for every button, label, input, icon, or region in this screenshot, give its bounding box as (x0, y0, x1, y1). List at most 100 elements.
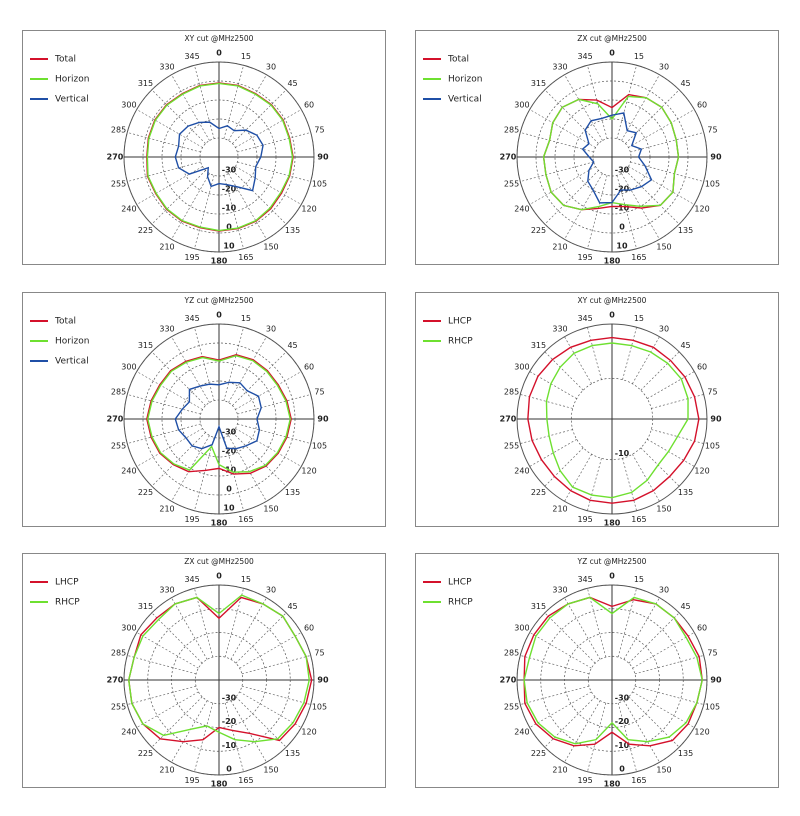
ring (592, 137, 632, 177)
spoke (621, 74, 660, 141)
angle-label: 255 (111, 702, 126, 711)
angle-label: 30 (266, 62, 276, 71)
angle-label: 210 (159, 505, 174, 514)
angle-label: 195 (184, 253, 199, 262)
r-tick-label: -10 (615, 204, 630, 213)
angle-label: 165 (238, 253, 253, 262)
angle-label: 345 (577, 575, 592, 584)
ring (516, 584, 708, 776)
ring (540, 608, 684, 752)
angle-label: 225 (138, 226, 153, 235)
angle-label: 60 (697, 101, 707, 110)
angle-label: 165 (238, 515, 253, 524)
angle-label: 165 (631, 776, 646, 785)
r-tick-label: -10 (615, 449, 630, 458)
angle-label: 60 (697, 363, 707, 372)
angle-label: 285 (504, 126, 519, 135)
angle-label: 90 (710, 676, 722, 685)
r-tick-label: -10 (222, 204, 237, 213)
angle-label: 150 (656, 505, 671, 514)
r-tick-label: 10 (223, 242, 235, 251)
spoke (223, 327, 244, 401)
angle-label: 225 (531, 749, 546, 758)
legend-text: Vertical (55, 95, 89, 105)
spoke (151, 170, 206, 225)
angle-label: 195 (577, 515, 592, 524)
r-tick-label: 10 (616, 242, 628, 251)
spoke (630, 161, 704, 182)
spoke (640, 447, 680, 487)
angle-label: 255 (504, 441, 519, 450)
panel-frame (415, 30, 779, 265)
angle-label: 45 (287, 341, 297, 350)
spoke (237, 161, 311, 182)
angle-label: 315 (531, 602, 546, 611)
spoke (630, 132, 704, 153)
angle-label: 195 (577, 253, 592, 262)
chart-title: YZ cut @MHz2500 (184, 296, 254, 305)
angle-label: 315 (138, 341, 153, 350)
angle-label: 135 (678, 488, 693, 497)
series-line (147, 354, 291, 473)
angle-label: 0 (609, 311, 615, 320)
angle-label: 45 (680, 79, 690, 88)
angle-label: 240 (514, 205, 529, 214)
angle-label: 195 (577, 776, 592, 785)
spoke (520, 161, 594, 182)
angle-label: 225 (138, 488, 153, 497)
angle-label: 210 (159, 766, 174, 775)
chart-panel: XY cut @MHz2500 0 15 30 45 60 75 90 105 120 135 150… (22, 30, 386, 266)
spoke (640, 351, 680, 391)
angle-label: 15 (634, 314, 644, 323)
angle-label: 180 (604, 519, 621, 528)
angle-label: 15 (634, 575, 644, 584)
angle-label: 45 (287, 602, 297, 611)
angle-label: 345 (577, 314, 592, 323)
r-tick-label: -30 (615, 693, 630, 702)
spoke (228, 74, 267, 141)
angle-label: 150 (263, 243, 278, 252)
angle-label: 150 (656, 243, 671, 252)
angle-label: 180 (604, 257, 621, 266)
angle-label: 105 (705, 179, 720, 188)
spoke (223, 175, 244, 249)
angle-label: 255 (504, 179, 519, 188)
angle-label: 210 (552, 766, 567, 775)
angle-label: 180 (211, 257, 228, 266)
spoke (544, 170, 599, 225)
spoke (616, 175, 637, 249)
panel-frame (22, 30, 386, 265)
chart-title: XY cut @MHz2500 (578, 296, 647, 305)
angle-label: 15 (241, 52, 251, 61)
spoke (171, 173, 210, 240)
angle-label: 60 (304, 101, 314, 110)
legend-text: Total (54, 55, 76, 65)
angle-label: 300 (514, 101, 529, 110)
spoke (235, 371, 302, 410)
angle-label: 240 (514, 467, 529, 476)
angle-label: 180 (211, 780, 228, 789)
legend-text: RHCP (448, 598, 473, 608)
ring (123, 584, 315, 776)
angle-label: 240 (121, 728, 136, 737)
angle-label: 240 (514, 728, 529, 737)
angle-label: 300 (121, 363, 136, 372)
spoke (587, 458, 602, 511)
angle-label: 60 (304, 624, 314, 633)
spoke (616, 65, 637, 139)
spoke (647, 371, 695, 399)
angle-label: 120 (694, 728, 709, 737)
angle-label: 345 (577, 52, 592, 61)
spoke (544, 89, 599, 144)
angle-label: 30 (659, 585, 669, 594)
spoke (127, 423, 201, 444)
r-tick-label: 0 (619, 223, 625, 232)
r-tick-label: -30 (615, 166, 630, 175)
chart-title: XY cut @MHz2500 (185, 34, 254, 43)
angle-label: 30 (266, 324, 276, 333)
panel-frame (415, 553, 779, 788)
r-tick-label: 10 (223, 504, 235, 513)
angle-label: 345 (184, 314, 199, 323)
angle-label: 195 (184, 515, 199, 524)
legend-text: Total (447, 55, 469, 65)
